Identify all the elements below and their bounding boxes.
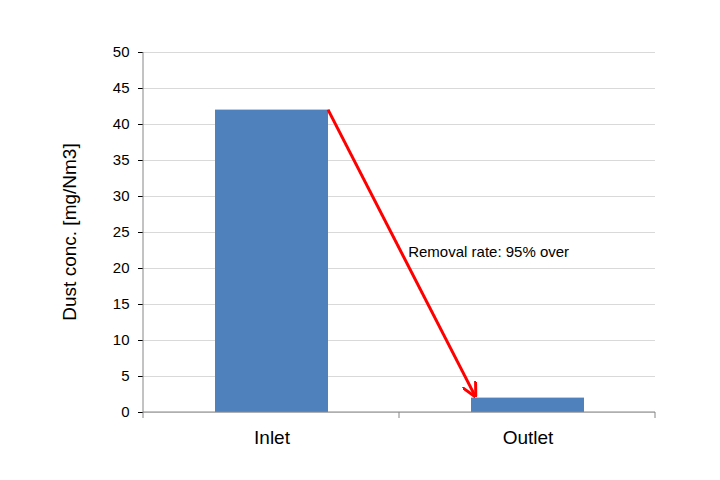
svg-text:5: 5: [121, 367, 129, 384]
svg-text:20: 20: [113, 259, 130, 276]
svg-text:Outlet: Outlet: [503, 427, 554, 448]
svg-text:10: 10: [113, 331, 130, 348]
svg-text:Removal rate: 95% over: Removal rate: 95% over: [408, 243, 569, 260]
svg-text:Dust conc. [mg/Nm3]: Dust conc. [mg/Nm3]: [59, 143, 80, 320]
svg-text:25: 25: [113, 223, 130, 240]
svg-text:15: 15: [113, 295, 130, 312]
svg-text:50: 50: [113, 43, 130, 60]
svg-text:45: 45: [113, 79, 130, 96]
svg-text:40: 40: [113, 115, 130, 132]
svg-text:0: 0: [121, 403, 129, 420]
svg-text:30: 30: [113, 187, 130, 204]
svg-text:Inlet: Inlet: [254, 427, 291, 448]
svg-text:35: 35: [113, 151, 130, 168]
